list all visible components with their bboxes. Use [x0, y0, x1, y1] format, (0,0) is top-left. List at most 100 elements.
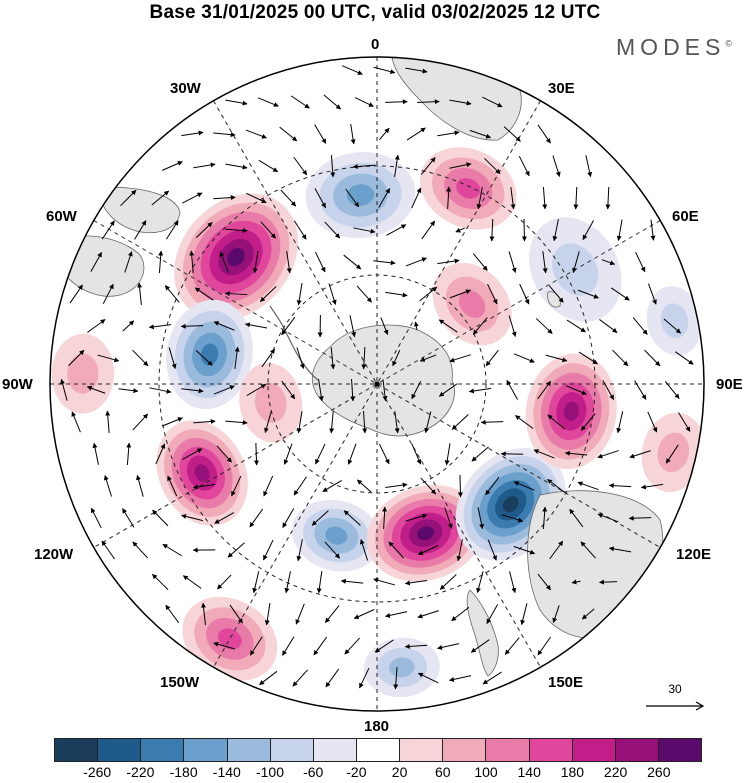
negative-anomaly: [166, 299, 253, 410]
brand-mark: ©: [725, 38, 732, 49]
wind-arrow: [225, 227, 248, 233]
wind-arrow: [577, 289, 600, 299]
wind-arrow: [311, 510, 329, 526]
wind-arrow: [87, 319, 106, 333]
wind-arrow: [552, 605, 560, 624]
wind-arrow: [582, 220, 594, 241]
wind-arrow: [350, 378, 356, 402]
wind-arrow: [537, 573, 551, 591]
colorbar-segment: [312, 739, 356, 761]
wind-arrow: [281, 316, 296, 336]
wind-arrow: [181, 514, 204, 522]
wind-arrow: [486, 604, 499, 625]
wind-arrow: [552, 219, 559, 242]
wind-arrow: [132, 413, 149, 431]
wind-arrow: [439, 574, 457, 590]
wind-arrow: [263, 475, 274, 497]
wind-arrow: [324, 541, 340, 559]
wind-arrow: [542, 251, 548, 274]
wind-arrow: [353, 609, 375, 619]
wind-arrow: [674, 351, 694, 365]
wind-arrow: [323, 94, 342, 110]
wind-arrow: [152, 509, 169, 527]
wind-arrow: [480, 419, 504, 425]
wind-arrow: [362, 410, 368, 434]
wind-arrow: [411, 381, 422, 400]
wind-arrow: [508, 315, 517, 338]
wind-arrow: [295, 603, 305, 625]
colorbar-segment: [355, 739, 400, 761]
wind-arrow: [632, 317, 648, 335]
wind-arrow: [598, 579, 618, 585]
wind-arrow: [549, 540, 564, 560]
wind-arrow: [155, 443, 166, 465]
colorbar-segment: [269, 739, 313, 761]
wind-arrow: [296, 539, 303, 562]
wind-arrow: [608, 546, 632, 553]
brand-name: MODES: [616, 34, 726, 60]
wind-arrow: [244, 322, 268, 329]
wind-arrow: [485, 476, 500, 496]
wind-arrow: [261, 348, 276, 368]
colorbar-tick-label: 180: [560, 764, 585, 780]
wind-arrow: [195, 222, 213, 238]
wind-arrow: [164, 285, 180, 303]
wind-arrow: [194, 287, 214, 301]
wind-arrow: [292, 669, 308, 687]
wind-arrow: [513, 545, 536, 555]
wind-arrow: [213, 321, 235, 331]
wind-arrow: [167, 475, 178, 497]
wind-arrow: [635, 252, 646, 273]
arrow-right-icon: [646, 701, 705, 711]
wind-arrow: [325, 668, 340, 688]
australia-landmass: [527, 490, 663, 639]
anomaly-contour: [194, 464, 210, 482]
wind-arrow: [597, 450, 619, 459]
wind-arrow: [213, 385, 235, 395]
wind-arrow: [537, 124, 551, 144]
wind-arrow: [489, 218, 495, 242]
colorbar-segment: [55, 739, 98, 761]
wind-arrow: [610, 287, 630, 301]
wind-arrow: [257, 97, 279, 107]
graticule: [50, 57, 704, 711]
wind-arrow: [151, 190, 170, 206]
anomaly-contour: [417, 526, 434, 541]
wind-arrow: [122, 320, 135, 332]
meridian-30e-150w: [213, 100, 541, 668]
wind-arrow: [124, 251, 133, 273]
wind-arrow: [455, 227, 465, 233]
wind-arrow: [472, 317, 488, 335]
wind-arrow: [628, 515, 652, 521]
wind-arrow: [388, 541, 405, 559]
wind-arrow: [405, 257, 427, 267]
wind-arrow: [424, 411, 432, 434]
wind-arrow: [132, 541, 149, 559]
wind-arrow: [345, 188, 360, 208]
wind-arrow: [282, 636, 295, 656]
negative-anomaly: [363, 637, 440, 698]
wind-arrow: [519, 283, 530, 305]
wind-arrow: [404, 580, 428, 586]
wind-arrow: [378, 188, 391, 208]
wind-arrow: [280, 189, 297, 207]
map-border: [49, 56, 705, 712]
lon-label-180: 180: [364, 718, 390, 735]
wind-arrow: [281, 380, 296, 400]
wind-arrow: [457, 474, 463, 498]
wind-arrow: [219, 251, 229, 273]
wind-arrow: [324, 221, 341, 239]
wind-arrow: [126, 442, 132, 466]
wind-arrow: [597, 513, 619, 523]
wind-arrow: [509, 571, 517, 594]
wind-arrow: [664, 381, 680, 399]
wind-arrow: [444, 443, 451, 466]
wind-arrow: [449, 162, 472, 169]
colorbar-tick-label: 60: [435, 764, 451, 780]
wind-arrow: [580, 413, 596, 431]
wind-arrow: [612, 349, 629, 367]
wind-arrow: [359, 667, 370, 689]
anomaly-contour: [254, 382, 287, 423]
lon-label-90e: 90E: [716, 376, 743, 393]
colorbar-segment: [183, 739, 227, 761]
